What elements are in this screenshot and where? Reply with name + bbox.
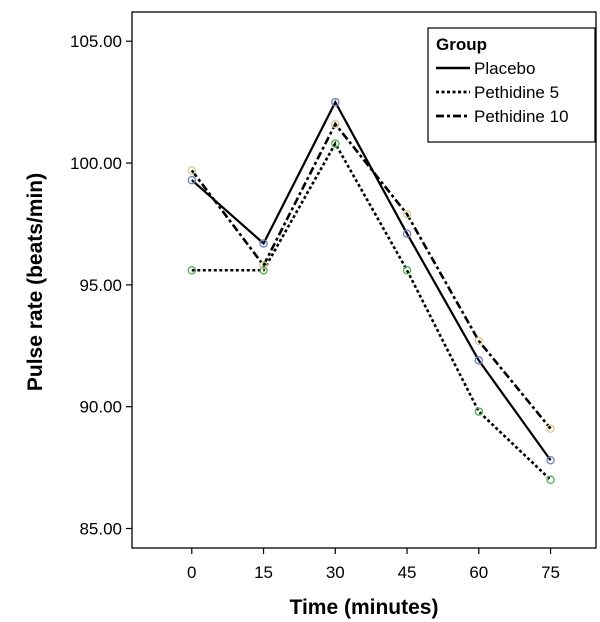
legend-title: Group <box>436 35 487 54</box>
x-tick-label: 60 <box>469 563 488 582</box>
series-line-0 <box>191 99 552 461</box>
series-line-1 <box>191 140 552 481</box>
y-tick-label: 100.00 <box>70 154 122 173</box>
legend-label: Placebo <box>474 59 535 78</box>
y-tick-label: 85.00 <box>79 520 122 539</box>
plot-frame <box>131 11 597 549</box>
series-markers <box>187 97 555 485</box>
x-tick-label: 0 <box>187 563 196 582</box>
data-point <box>187 266 197 275</box>
y-axis-title: Pulse rate (beats/min) <box>24 173 47 391</box>
data-point <box>474 407 484 416</box>
legend-box <box>427 27 596 143</box>
data-point <box>259 266 268 275</box>
x-tick-label: 75 <box>541 563 560 582</box>
legend: Group Placebo Pethidine 5 Pethidine 10 <box>427 27 596 143</box>
data-point <box>259 239 268 248</box>
legend-items: Placebo Pethidine 5 Pethidine 10 <box>436 59 569 126</box>
x-tick-label: 45 <box>398 563 417 582</box>
data-point <box>331 119 340 129</box>
data-point <box>546 456 555 465</box>
data-point <box>259 261 268 270</box>
data-point <box>474 356 484 365</box>
data-point <box>402 209 412 219</box>
data-point <box>402 229 412 238</box>
x-tick-label: 30 <box>326 563 345 582</box>
x-tick-label: 15 <box>254 563 273 582</box>
data-point <box>546 475 555 485</box>
y-tick-label: 90.00 <box>79 398 122 417</box>
data-point <box>331 139 340 148</box>
data-point <box>402 266 412 275</box>
series-lines <box>190 99 552 481</box>
y-tick-label: 95.00 <box>79 276 122 295</box>
data-point <box>187 166 197 175</box>
data-point <box>474 336 484 346</box>
data-point <box>331 97 340 107</box>
y-tick-label: 105.00 <box>70 32 122 51</box>
data-point <box>187 175 197 185</box>
series-line-2 <box>190 121 552 430</box>
legend-label: Pethidine 5 <box>474 83 559 102</box>
y-axis-ticks: 85.00 90.00 95.00 100.00 105.00 <box>70 32 132 539</box>
x-axis-ticks: 0 15 30 45 60 75 <box>187 548 560 582</box>
x-axis-title: Time (minutes) <box>290 596 439 619</box>
data-point <box>546 424 555 433</box>
legend-label: Pethidine 10 <box>474 107 569 126</box>
